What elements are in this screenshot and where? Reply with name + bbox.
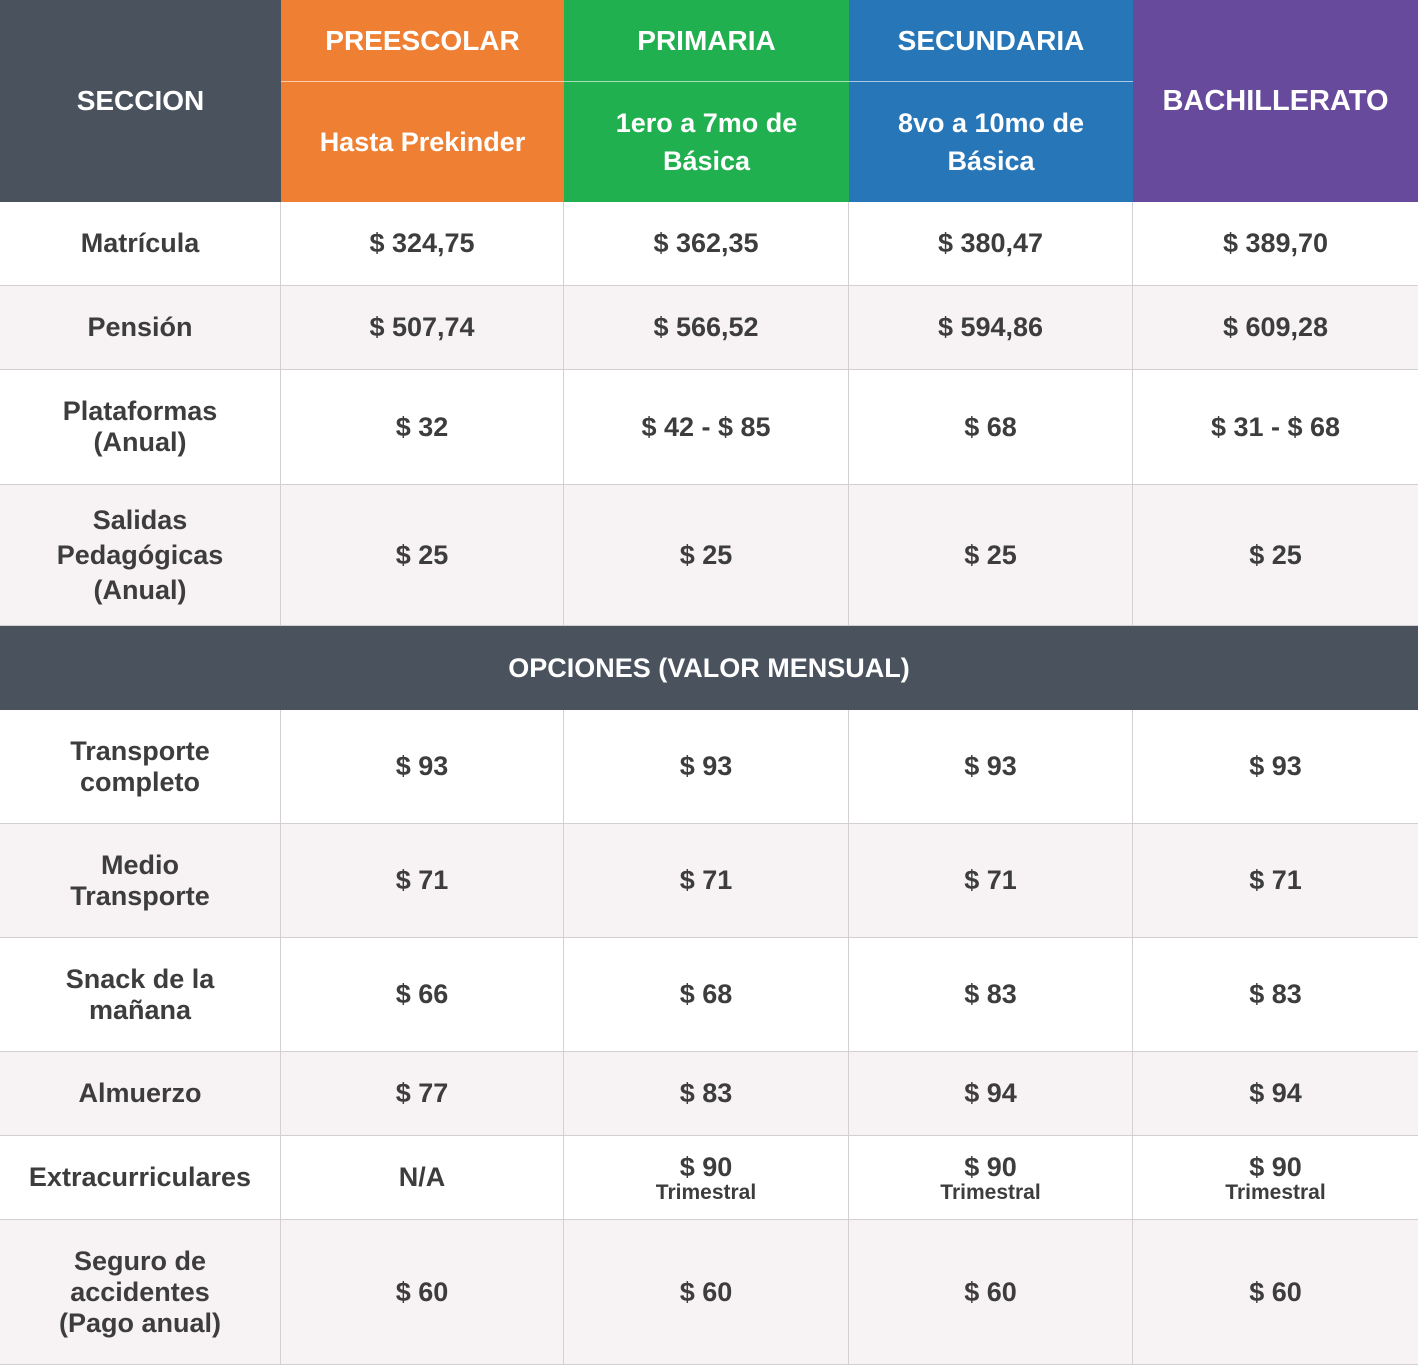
row-label-line: Pensión bbox=[87, 312, 193, 342]
option-cell: $ 71 bbox=[564, 824, 849, 938]
row-label-seguro: Seguro de accidentes (Pago anual) bbox=[0, 1220, 281, 1365]
option-cell: $ 90 Trimestral bbox=[564, 1136, 849, 1220]
fee-cell: $ 389,70 bbox=[1133, 202, 1418, 286]
fee-cell: $ 324,75 bbox=[281, 202, 564, 286]
subheader-secundaria: 8vo a 10mo de Básica bbox=[849, 81, 1133, 202]
row-label-matricula: Matrícula bbox=[0, 202, 281, 286]
header-seccion: SECCION bbox=[0, 0, 281, 202]
option-cell: $ 60 bbox=[849, 1220, 1133, 1365]
option-cell: $ 68 bbox=[564, 938, 849, 1052]
row-label-line: Seguro de bbox=[73, 1245, 207, 1276]
row-label-line: Salidas bbox=[92, 504, 188, 535]
fee-cell: $ 42 - $ 85 bbox=[564, 370, 849, 485]
row-label-salidas: Salidas Pedagógicas (Anual) bbox=[0, 485, 281, 626]
row-label-line: Plataformas bbox=[62, 396, 218, 426]
fee-cell: $ 609,28 bbox=[1133, 286, 1418, 370]
option-price: $ 90 bbox=[679, 1151, 733, 1182]
option-cell: $ 77 bbox=[281, 1052, 564, 1136]
row-label-transporte-completo: Transporte completo bbox=[0, 710, 281, 824]
subheader-text: Hasta Prekinder bbox=[319, 127, 526, 157]
fee-cell: $ 25 bbox=[1133, 485, 1418, 626]
option-cell: $ 71 bbox=[281, 824, 564, 938]
row-label-snack: Snack de la mañana bbox=[0, 938, 281, 1052]
row-label-line: Transporte bbox=[70, 880, 210, 911]
header-secundaria: SECUNDARIA bbox=[849, 0, 1133, 81]
row-label-almuerzo: Almuerzo bbox=[0, 1052, 281, 1136]
option-cell: N/A bbox=[281, 1136, 564, 1220]
row-label-line: Transporte bbox=[70, 735, 210, 766]
row-label-pension: Pensión bbox=[0, 286, 281, 370]
row-label-line: (Anual) bbox=[93, 574, 187, 605]
row-label-line: Almuerzo bbox=[78, 1078, 202, 1108]
subheader-preescolar: Hasta Prekinder bbox=[281, 81, 564, 202]
row-label-line: Medio bbox=[101, 849, 179, 880]
option-cell: $ 66 bbox=[281, 938, 564, 1052]
fee-cell: $ 25 bbox=[849, 485, 1133, 626]
header-primaria: PRIMARIA bbox=[564, 0, 849, 81]
fee-cell: $ 32 bbox=[281, 370, 564, 485]
header-preescolar: PREESCOLAR bbox=[281, 0, 564, 81]
option-cell: $ 60 bbox=[564, 1220, 849, 1365]
row-label-line: completo bbox=[79, 766, 200, 797]
fee-cell: $ 566,52 bbox=[564, 286, 849, 370]
option-cell: $ 94 bbox=[849, 1052, 1133, 1136]
option-price: $ 90 bbox=[964, 1151, 1017, 1182]
option-note: Trimestral bbox=[940, 1180, 1041, 1204]
option-cell: $ 93 bbox=[849, 710, 1133, 824]
row-label-line: Pedagógicas bbox=[56, 539, 224, 570]
option-price: $ 90 bbox=[1249, 1151, 1302, 1182]
subheader-line: 8vo a 10mo de bbox=[897, 108, 1085, 138]
row-label-line: (Anual) bbox=[93, 427, 187, 457]
option-cell: $ 93 bbox=[281, 710, 564, 824]
row-label-line: Snack de la bbox=[65, 963, 215, 994]
subheader-primaria: 1ero a 7mo de Básica bbox=[564, 81, 849, 202]
fee-cell: $ 362,35 bbox=[564, 202, 849, 286]
row-label-line: accidentes bbox=[70, 1276, 210, 1307]
fee-cell: $ 507,74 bbox=[281, 286, 564, 370]
option-cell: $ 60 bbox=[281, 1220, 564, 1365]
fee-cell: $ 25 bbox=[564, 485, 849, 626]
option-cell: $ 83 bbox=[564, 1052, 849, 1136]
option-cell: $ 83 bbox=[1133, 938, 1418, 1052]
row-label-line: Extracurriculares bbox=[28, 1162, 252, 1192]
subheader-line: Básica bbox=[662, 146, 751, 176]
options-band: OPCIONES (VALOR MENSUAL) bbox=[0, 626, 1418, 710]
row-label-medio-transporte: Medio Transporte bbox=[0, 824, 281, 938]
row-label-extracurriculares: Extracurriculares bbox=[0, 1136, 281, 1220]
option-cell: $ 94 bbox=[1133, 1052, 1418, 1136]
option-note: Trimestral bbox=[1225, 1180, 1326, 1204]
option-cell: $ 93 bbox=[564, 710, 849, 824]
subheader-line: 1ero a 7mo de bbox=[615, 108, 798, 138]
option-price: N/A bbox=[398, 1162, 446, 1192]
fee-cell: $ 594,86 bbox=[849, 286, 1133, 370]
fee-cell: $ 31 - $ 68 bbox=[1133, 370, 1418, 485]
option-note: Trimestral bbox=[655, 1180, 757, 1204]
option-cell: $ 60 bbox=[1133, 1220, 1418, 1365]
row-label-line: mañana bbox=[88, 994, 192, 1025]
row-label-line: (Pago anual) bbox=[58, 1307, 221, 1338]
fee-cell: $ 25 bbox=[281, 485, 564, 626]
option-cell: $ 93 bbox=[1133, 710, 1418, 824]
header-bachillerato: BACHILLERATO bbox=[1133, 0, 1418, 202]
fee-cell: $ 380,47 bbox=[849, 202, 1133, 286]
fee-cell: $ 68 bbox=[849, 370, 1133, 485]
option-cell: $ 90 Trimestral bbox=[1133, 1136, 1418, 1220]
option-cell: $ 83 bbox=[849, 938, 1133, 1052]
option-cell: $ 71 bbox=[1133, 824, 1418, 938]
subheader-line: Básica bbox=[947, 146, 1035, 176]
row-label-plataformas: Plataformas (Anual) bbox=[0, 370, 281, 485]
option-cell: $ 90 Trimestral bbox=[849, 1136, 1133, 1220]
row-label-line: Matrícula bbox=[80, 228, 200, 258]
option-cell: $ 71 bbox=[849, 824, 1133, 938]
